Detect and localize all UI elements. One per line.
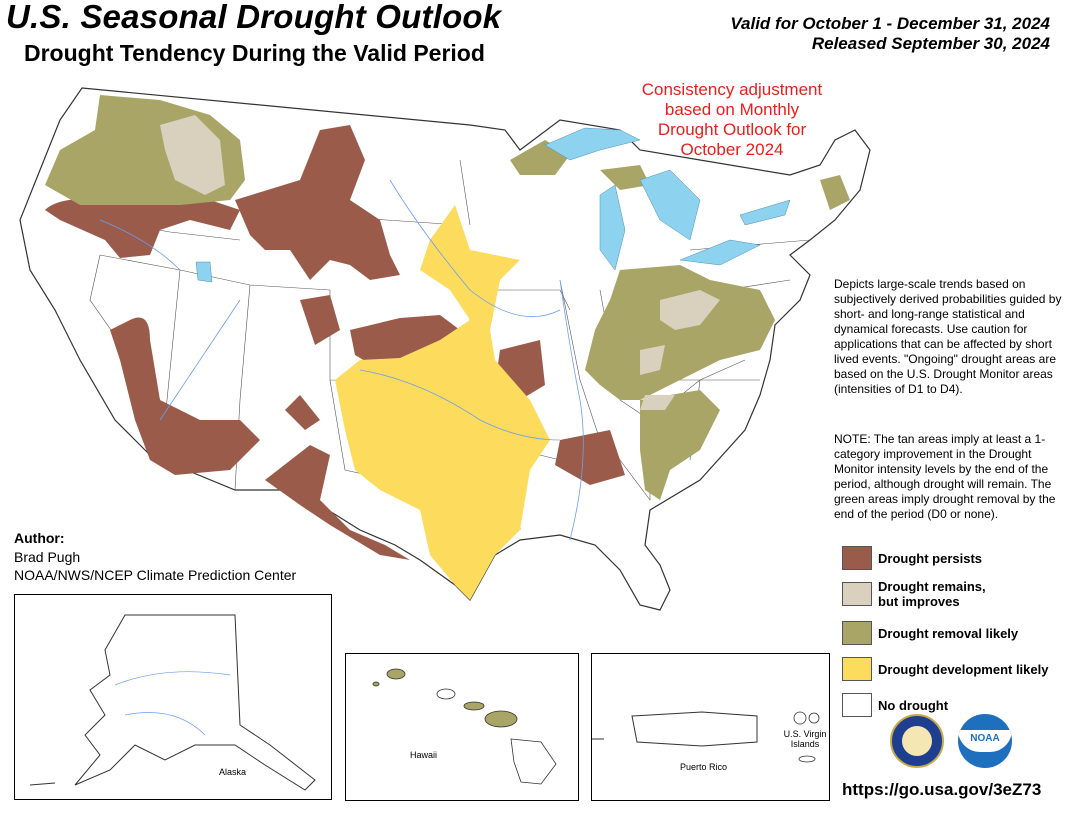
legend-swatch-development	[842, 657, 872, 681]
legend-item-none: No drought	[842, 687, 1066, 723]
legend-label: Drought persists	[878, 550, 983, 566]
alaska-inset: Alaska	[14, 594, 332, 800]
virgin-islands-label: U.S. Virgin Islands	[783, 729, 827, 749]
puerto-rico-map	[592, 711, 820, 763]
noaa-logo: NOAA	[958, 714, 1012, 768]
description-text: Depicts large-scale trends based on subj…	[834, 277, 1062, 396]
rivers	[99, 179, 584, 541]
note-text: NOTE: The tan areas imply at least a 1-c…	[834, 432, 1056, 521]
consistency-note: Consistency adjustment based on Monthly …	[612, 80, 852, 160]
legend-swatch-persists	[842, 546, 872, 570]
legend: Drought persists Drought remains, but im…	[842, 543, 1066, 723]
drought-development-areas	[335, 205, 550, 600]
author-name: Brad Pugh	[14, 549, 81, 565]
legend-label: Drought removal likely	[878, 625, 1019, 641]
great-lakes	[195, 127, 791, 283]
author-heading: Author:	[14, 530, 65, 546]
puerto-rico-inset: Puerto Rico U.S. Virgin Islands	[591, 653, 830, 801]
valid-period: Valid for October 1 - December 31, 2024 …	[730, 14, 1050, 54]
noaa-logo-text: NOAA	[970, 733, 1000, 744]
legend-item-persists: Drought persists	[842, 543, 1066, 573]
outlook-url[interactable]: https://go.usa.gov/3eZ73	[842, 780, 1042, 799]
author-org: NOAA/NWS/NCEP Climate Prediction Center	[14, 567, 297, 583]
map-subtitle: Drought Tendency During the Valid Period	[24, 40, 485, 66]
author-block: Brad Pugh NOAA/NWS/NCEP Climate Predicti…	[14, 548, 296, 584]
legend-swatch-removal	[842, 621, 872, 645]
hawaii-label: Hawaii	[410, 750, 438, 760]
legend-label: No drought	[878, 697, 949, 713]
puerto-rico-label: Puerto Rico	[680, 762, 728, 772]
noaa-logo-bird	[958, 730, 1012, 752]
alaska-label: Alaska	[219, 767, 247, 777]
consistency-line-4: October 2024	[680, 140, 784, 159]
commerce-seal-inner	[902, 726, 932, 756]
consistency-line-2: based on Monthly	[664, 100, 800, 119]
consistency-line-3: Drought Outlook for	[657, 120, 807, 139]
hawaii-map	[372, 668, 557, 785]
legend-item-development: Drought development likely	[842, 651, 1066, 687]
map-title: U.S. Seasonal Drought Outlook	[6, 0, 502, 35]
consistency-line-1: Consistency adjustment	[641, 80, 823, 99]
alaska-map	[29, 614, 316, 791]
legend-swatch-improves	[842, 582, 872, 606]
hawaii-inset: Hawaii	[345, 653, 579, 801]
legend-swatch-none	[842, 693, 872, 717]
legend-label: Drought remains, but improves	[878, 579, 986, 609]
legend-label: Drought development likely	[878, 661, 1049, 677]
legend-item-improves: Drought remains, but improves	[842, 573, 1066, 615]
commerce-seal	[890, 714, 944, 768]
release-date: Released September 30, 2024	[811, 34, 1050, 53]
drought-improves-areas	[160, 115, 720, 410]
valid-dates: Valid for October 1 - December 31, 2024	[730, 14, 1050, 33]
legend-item-removal: Drought removal likely	[842, 615, 1066, 651]
